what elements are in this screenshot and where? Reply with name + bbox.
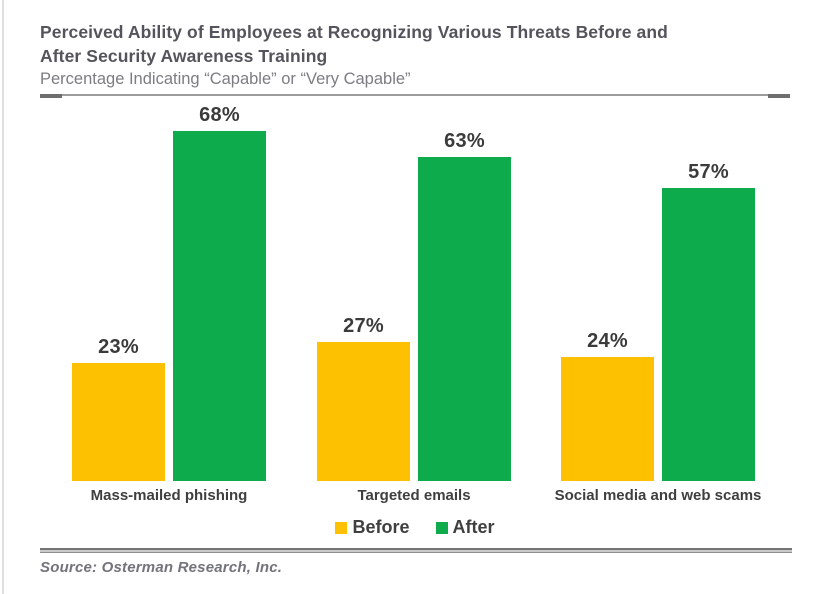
bar-group-targeted-emails: 27% 63% <box>317 130 511 481</box>
bar-value-label: 63% <box>444 130 485 152</box>
bar-column-before-mass-mailed-phishing: 23% <box>72 336 165 481</box>
legend-item-before: Before <box>335 517 410 538</box>
bar-column-after-mass-mailed-phishing: 68% <box>173 104 266 481</box>
bar-value-label: 57% <box>688 161 729 183</box>
bar-value-label: 68% <box>199 104 240 126</box>
bar-before-mass-mailed-phishing <box>72 363 165 481</box>
bar-value-label: 24% <box>587 330 628 352</box>
bar-group-mass-mailed-phishing: 23% 68% <box>72 104 266 481</box>
chart-legend: Before After <box>40 517 790 538</box>
bar-value-label: 23% <box>98 336 139 358</box>
bar-column-after-social-media-and-web-scams: 57% <box>662 161 755 481</box>
footer-rule <box>40 548 792 553</box>
category-label-mass-mailed-phishing: Mass-mailed phishing <box>90 487 248 504</box>
legend-label-before: Before <box>352 517 410 537</box>
bar-after-mass-mailed-phishing <box>173 131 266 481</box>
bar-column-before-targeted-emails: 27% <box>317 315 410 481</box>
bar-before-targeted-emails <box>317 342 410 481</box>
bar-after-social-media-and-web-scams <box>662 188 755 481</box>
page-left-border <box>2 0 4 594</box>
category-label-targeted-emails: Targeted emails <box>357 487 471 504</box>
header-rule <box>40 94 790 98</box>
bar-column-after-targeted-emails: 63% <box>418 130 511 481</box>
legend-swatch-after <box>435 521 448 534</box>
bar-before-social-media-and-web-scams <box>561 357 654 481</box>
chart-subtitle: Percentage Indicating “Capable” or “Very… <box>40 70 411 88</box>
bar-group-social-media-and-web-scams: 24% 57% <box>561 161 755 481</box>
source-attribution: Source: Osterman Research, Inc. <box>40 559 283 576</box>
category-label-social-media-and-web-scams: Social media and web scams <box>554 487 762 504</box>
bar-value-label: 27% <box>343 315 384 337</box>
bar-after-targeted-emails <box>418 157 511 481</box>
legend-swatch-before <box>335 521 348 534</box>
legend-item-after: After <box>435 517 495 538</box>
chart-title: Perceived Ability of Employees at Recogn… <box>40 22 668 67</box>
legend-label-after: After <box>452 517 495 537</box>
bar-column-before-social-media-and-web-scams: 24% <box>561 330 654 481</box>
